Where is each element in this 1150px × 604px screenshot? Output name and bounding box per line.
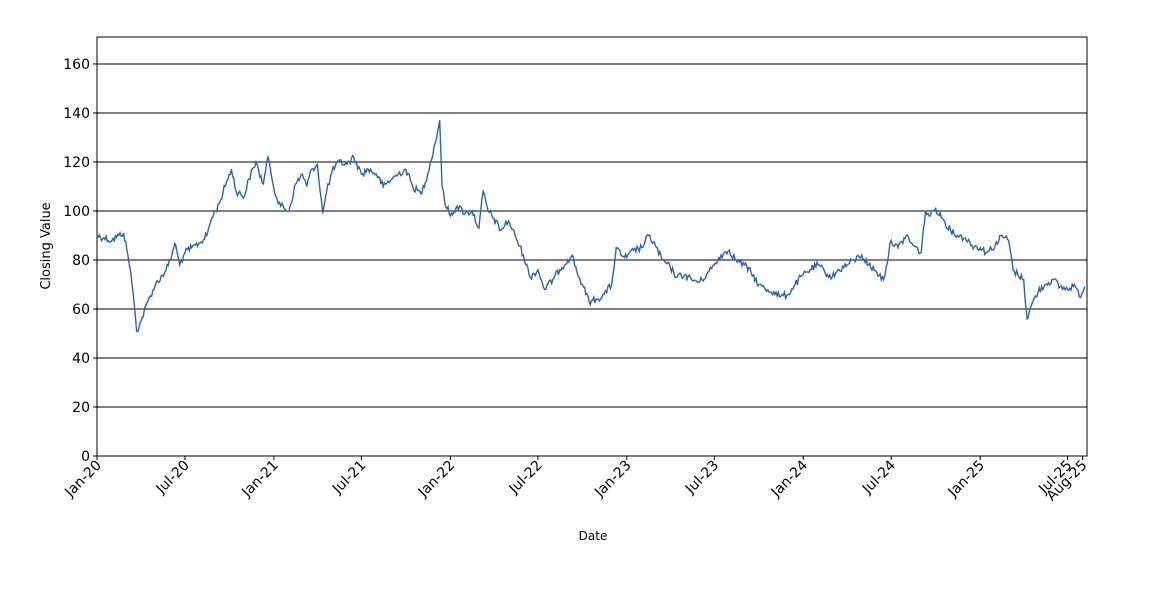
x-tick-label: Jul-21 <box>329 458 369 498</box>
y-axis-title: Closing Value <box>39 202 54 289</box>
y-tick-label: 140 <box>63 106 90 122</box>
series-line <box>96 120 1086 333</box>
y-tick-label: 60 <box>72 302 90 318</box>
y-tick-label: 20 <box>72 400 90 416</box>
y-tick-label: 40 <box>72 351 90 367</box>
x-tick-label: Jan-23 <box>591 458 634 501</box>
x-tick-label: Jul-20 <box>153 458 193 498</box>
x-axis-ticks: Jan-20 Jul-20 Jan-21 Jul-21 Jan-22 Jul-22 Jan-… <box>61 456 1090 504</box>
x-tick-label: Jul-23 <box>682 458 722 498</box>
x-tick-label: Jan-24 <box>768 457 812 501</box>
x-axis-title: Date <box>579 529 608 543</box>
x-tick-label: Jul-24 <box>859 457 899 497</box>
grid-lines <box>97 63 1087 457</box>
y-tick-label: 120 <box>63 155 90 171</box>
plot-area <box>96 36 1088 457</box>
y-tick-label: 0 <box>81 449 90 465</box>
x-tick-label: Jul-22 <box>506 458 546 498</box>
y-axis-ticks: 0 20 40 60 80 100 120 140 160 <box>63 57 97 465</box>
y-tick-label: 160 <box>63 57 90 73</box>
x-tick-label: Jan-25 <box>945 458 988 501</box>
y-tick-label: 100 <box>63 204 90 220</box>
x-tick-label: Jan-21 <box>238 458 281 501</box>
y-tick-label: 80 <box>72 253 90 269</box>
x-tick-label: Jan-22 <box>415 458 458 501</box>
